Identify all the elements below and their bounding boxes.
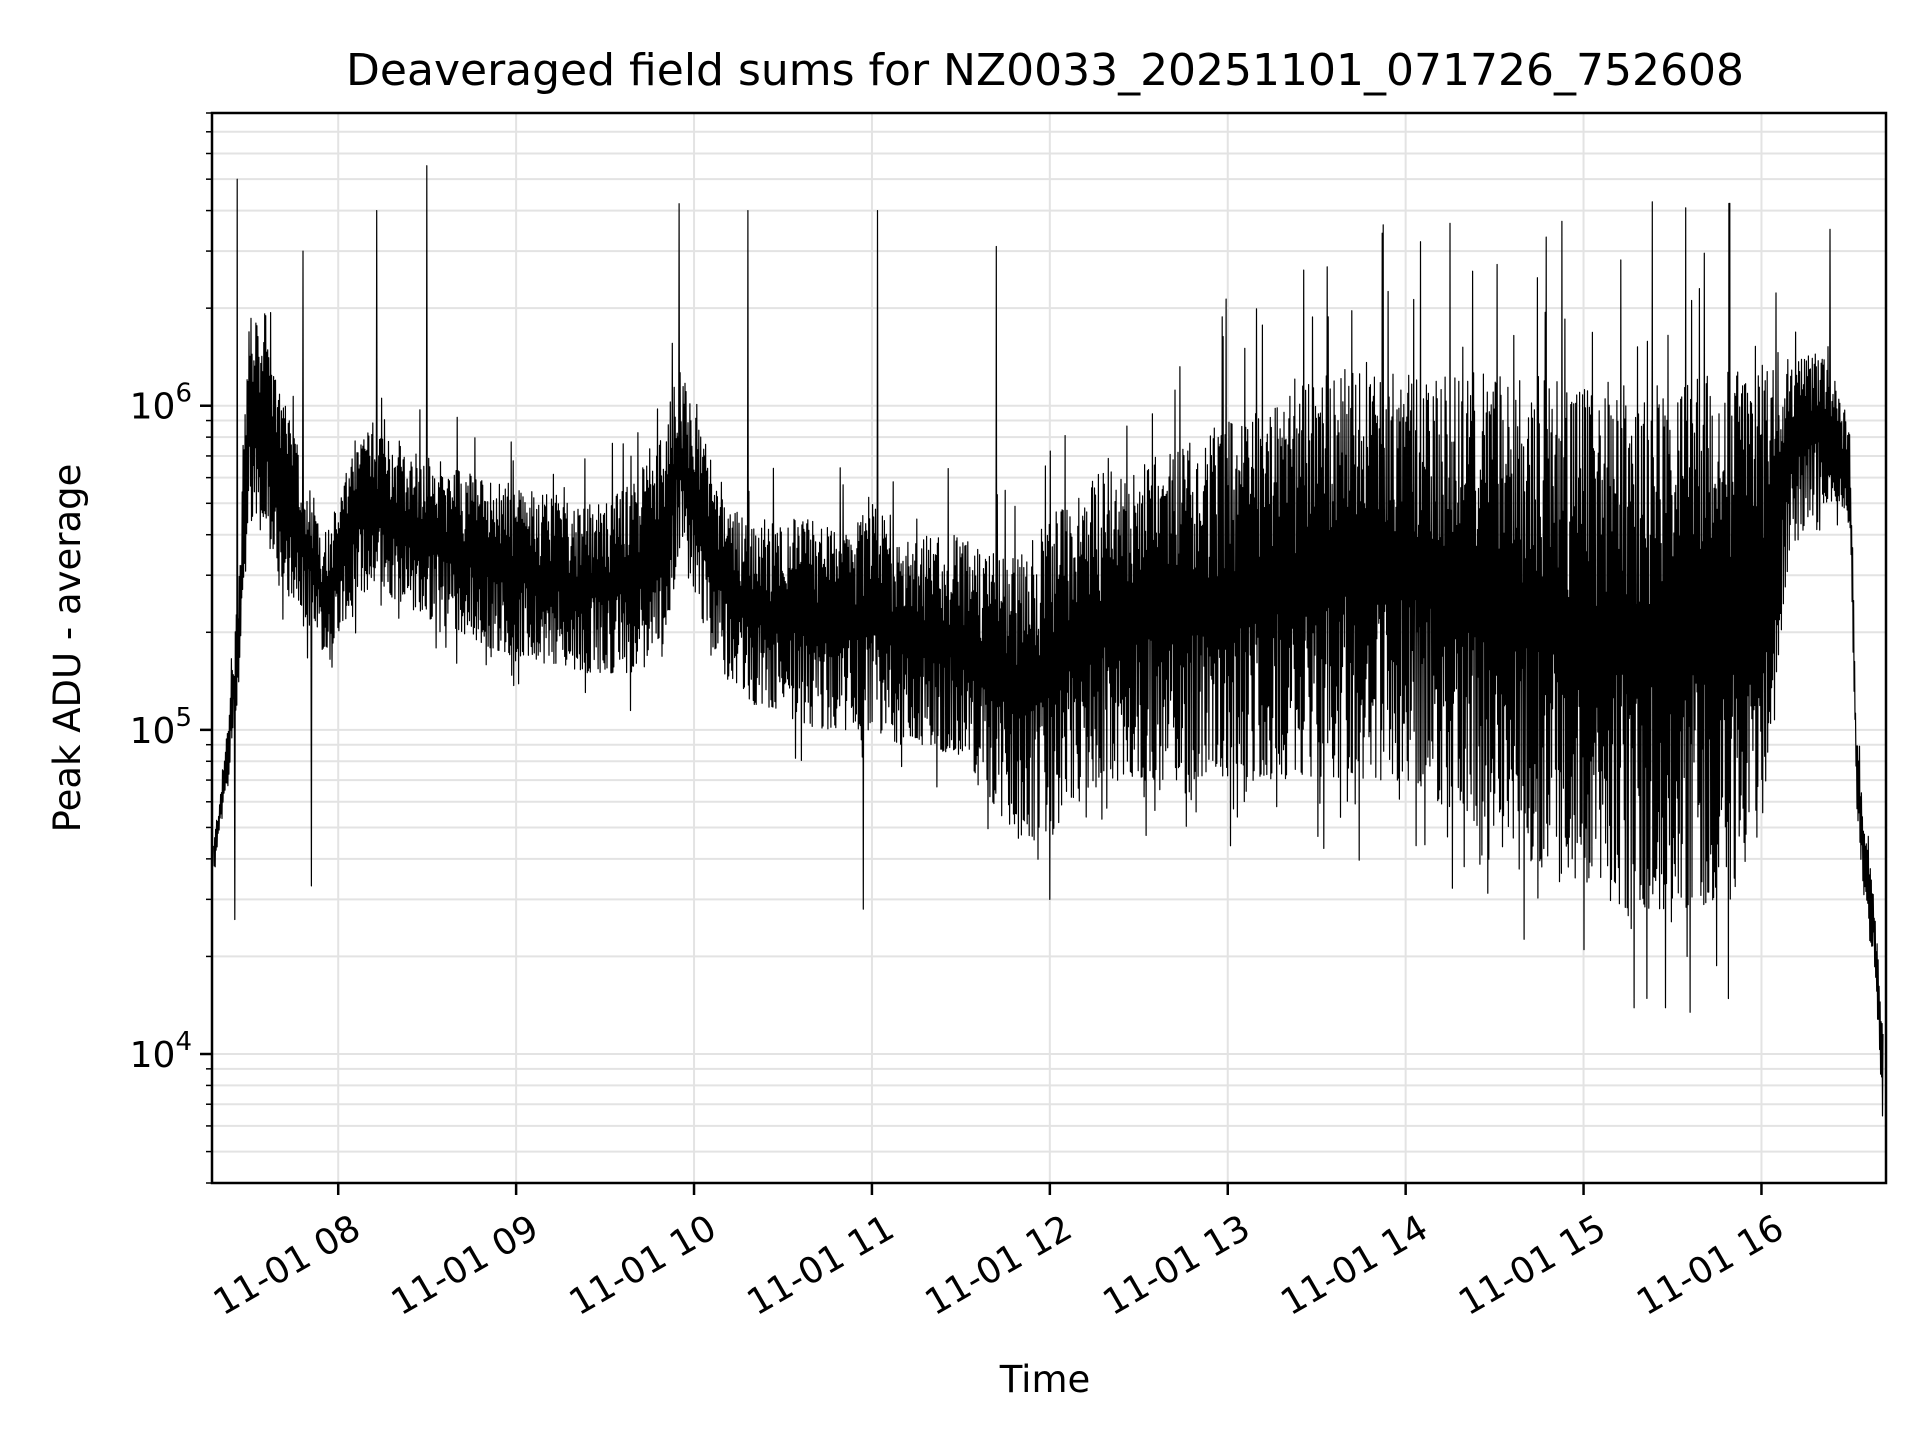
y-axis-label: Peak ADU - average: [46, 464, 89, 833]
y-tick-label: 105: [130, 703, 192, 752]
y-axis: 104 105 106: [130, 112, 212, 1184]
series-line: [213, 165, 1884, 1117]
x-axis-label: Time: [999, 1358, 1091, 1401]
y-tick-label: 106: [130, 379, 192, 428]
series-line-path: [213, 165, 1884, 1117]
y-tick-label: 104: [130, 1027, 192, 1076]
chart-title: Deaveraged field sums for NZ0033_2025110…: [346, 45, 1744, 96]
